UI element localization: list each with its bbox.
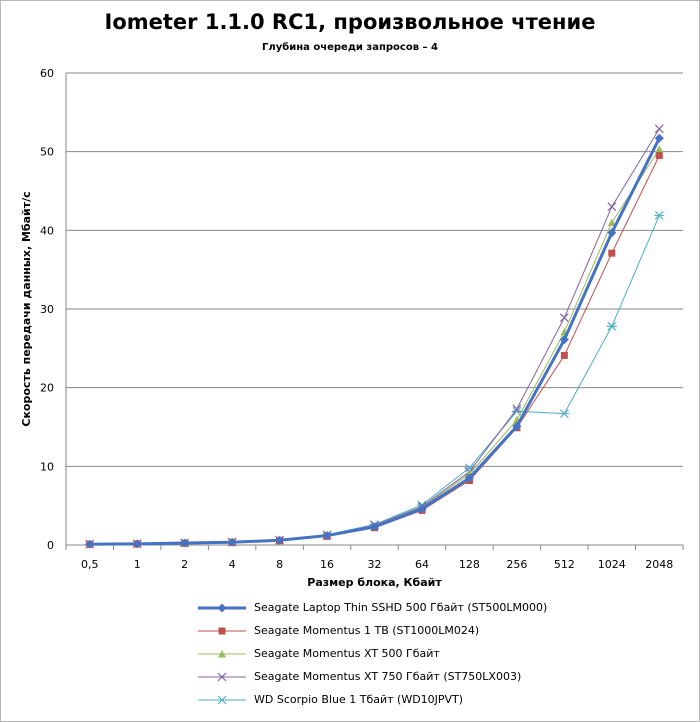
series-line xyxy=(89,128,660,545)
data-point xyxy=(322,531,332,541)
x-tick-label: 0,5 xyxy=(81,558,99,571)
data-point xyxy=(655,152,663,160)
x-tick-label: 8 xyxy=(276,558,283,571)
y-tick-label: 0 xyxy=(47,539,54,552)
x-tick-label: 2048 xyxy=(645,558,673,571)
x-tick-label: 1024 xyxy=(598,558,626,571)
series-line xyxy=(89,155,660,545)
legend-label: Seagate Momentus 1 TB (ST1000LM024) xyxy=(254,624,480,637)
legend-marker xyxy=(218,627,226,635)
legend-item: Seagate Laptop Thin SSHD 500 Гбайт (ST50… xyxy=(196,600,596,623)
legend-swatch xyxy=(198,695,246,705)
x-axis-label: Размер блока, Кбайт xyxy=(307,576,442,589)
x-tick-label: 16 xyxy=(320,558,334,571)
y-tick-label: 60 xyxy=(40,67,54,80)
y-tick-label: 10 xyxy=(40,460,54,473)
legend-item: Seagate Momentus XT 750 Гбайт (ST750LX00… xyxy=(196,669,596,692)
series-line xyxy=(89,149,660,545)
x-tick-label: 32 xyxy=(368,558,382,571)
x-tick-label: 128 xyxy=(459,558,480,571)
series-3 xyxy=(85,145,664,548)
series-line xyxy=(89,215,660,545)
data-point xyxy=(608,249,616,257)
legend-item: Seagate Momentus 1 TB (ST1000LM024) xyxy=(196,623,596,646)
y-tick-label: 40 xyxy=(40,224,54,237)
data-point xyxy=(85,539,95,549)
x-tick-label: 2 xyxy=(181,558,188,571)
legend-label: Seagate Laptop Thin SSHD 500 Гбайт (ST50… xyxy=(254,601,548,614)
legend-label: Seagate Momentus XT 500 Гбайт xyxy=(254,647,440,660)
data-point xyxy=(559,409,570,419)
data-point xyxy=(654,210,665,220)
data-point xyxy=(370,522,379,532)
legend-swatch xyxy=(198,627,246,635)
legend-swatch xyxy=(198,603,246,613)
chart-title: Iometer 1.1.0 RC1, произвольное чтение xyxy=(104,10,596,34)
series-5 xyxy=(84,210,665,549)
data-point xyxy=(464,473,474,483)
data-point xyxy=(227,537,237,547)
data-point xyxy=(607,202,617,212)
legend-item: WD Scorpio Blue 1 Тбайт (WD10JPVT) xyxy=(196,692,596,715)
data-point xyxy=(132,539,142,549)
legend-marker xyxy=(217,603,227,613)
data-point xyxy=(559,335,569,345)
x-tick-label: 256 xyxy=(506,558,527,571)
data-point xyxy=(559,313,569,323)
series-1 xyxy=(85,133,664,549)
series-4 xyxy=(85,124,664,549)
legend-marker xyxy=(217,672,227,682)
data-point xyxy=(654,124,664,134)
data-point xyxy=(606,321,617,331)
data-point xyxy=(654,133,664,143)
x-tick-label: 1 xyxy=(134,558,141,571)
legend-item: Seagate Momentus XT 500 Гбайт xyxy=(196,646,596,669)
y-tick-label: 20 xyxy=(40,382,54,395)
y-tick-label: 50 xyxy=(40,146,54,159)
data-point xyxy=(512,404,522,414)
data-point xyxy=(275,535,285,545)
series-2 xyxy=(86,152,663,548)
data-point xyxy=(607,218,616,226)
legend-marker xyxy=(217,695,227,705)
chart-subtitle: Глубина очереди запросов – 4 xyxy=(262,42,438,53)
data-point xyxy=(655,145,664,153)
data-point xyxy=(560,351,568,359)
data-point xyxy=(180,538,190,548)
legend-label: WD Scorpio Blue 1 Тбайт (WD10JPVT) xyxy=(254,693,464,706)
chart-legend: Seagate Laptop Thin SSHD 500 Гбайт (ST50… xyxy=(196,600,596,715)
legend-swatch xyxy=(198,650,246,658)
x-tick-label: 512 xyxy=(554,558,575,571)
x-tick-label: 4 xyxy=(229,558,236,571)
data-point xyxy=(417,504,427,514)
legend-swatch xyxy=(198,672,246,682)
data-point xyxy=(607,228,617,238)
y-axis-label: Скорость передачи данных, Мбайт/с xyxy=(20,191,33,426)
data-point xyxy=(512,421,522,431)
series-line xyxy=(89,137,661,546)
legend-marker xyxy=(218,650,226,658)
x-tick-label: 64 xyxy=(415,558,429,571)
legend-label: Seagate Momentus XT 750 Гбайт (ST750LX00… xyxy=(254,670,522,683)
y-tick-label: 30 xyxy=(40,303,54,316)
